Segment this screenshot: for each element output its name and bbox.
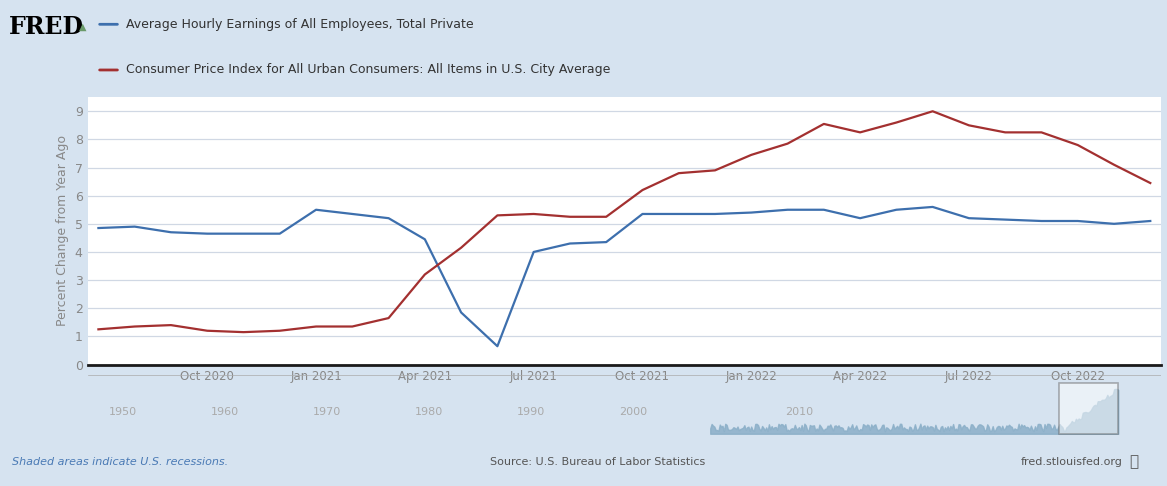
- Text: Average Hourly Earnings of All Employees, Total Private: Average Hourly Earnings of All Employees…: [126, 18, 474, 31]
- Text: FRED: FRED: [9, 15, 84, 39]
- Text: ⛶: ⛶: [1130, 454, 1139, 469]
- Text: 1970: 1970: [313, 407, 341, 417]
- Text: 1990: 1990: [517, 407, 545, 417]
- Text: 1960: 1960: [211, 407, 239, 417]
- Text: 1950: 1950: [109, 407, 138, 417]
- Y-axis label: Percent Change from Year Ago: Percent Change from Year Ago: [56, 135, 69, 327]
- Text: Consumer Price Index for All Urban Consumers: All Items in U.S. City Average: Consumer Price Index for All Urban Consu…: [126, 64, 610, 76]
- Text: 1980: 1980: [415, 407, 443, 417]
- Text: 2000: 2000: [619, 407, 648, 417]
- Text: Shaded areas indicate U.S. recessions.: Shaded areas indicate U.S. recessions.: [12, 457, 228, 467]
- Text: 2010: 2010: [785, 407, 813, 417]
- Text: ▲: ▲: [79, 22, 86, 32]
- Text: fred.stlouisfed.org: fred.stlouisfed.org: [1021, 457, 1123, 467]
- FancyBboxPatch shape: [1060, 383, 1118, 434]
- Text: Source: U.S. Bureau of Labor Statistics: Source: U.S. Bureau of Labor Statistics: [490, 457, 705, 467]
